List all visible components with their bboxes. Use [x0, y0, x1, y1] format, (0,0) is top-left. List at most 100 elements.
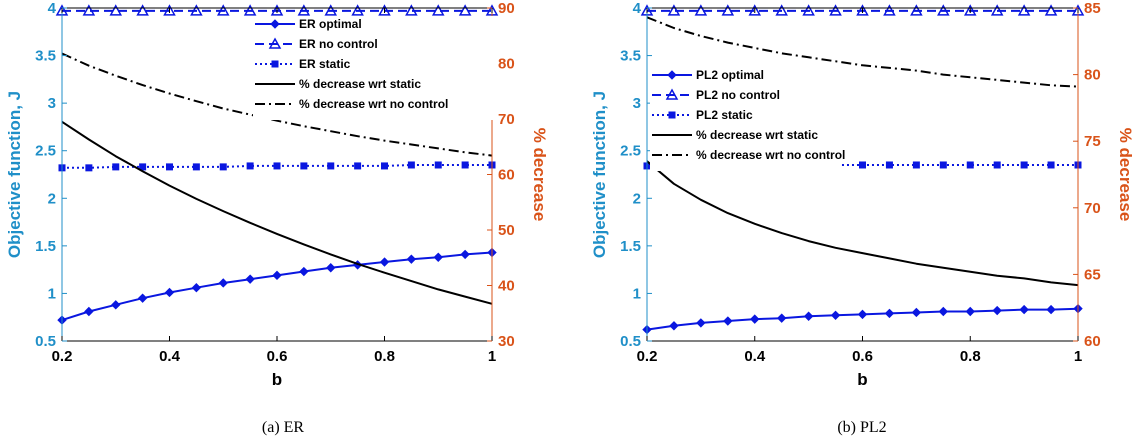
y-left-tick-label: 1.5 — [620, 238, 641, 255]
data-point — [137, 293, 148, 303]
data-point — [407, 161, 415, 169]
data-point — [750, 314, 760, 324]
data-point — [84, 306, 94, 317]
data-point — [458, 4, 472, 16]
series-line-4 — [646, 16, 1079, 88]
y-left-tick-label: 1 — [633, 285, 641, 302]
y-right-tick-label: 80 — [498, 56, 515, 73]
legend-label: % decrease wrt no control — [299, 97, 448, 111]
y-right-tick-label: 65 — [1084, 266, 1101, 283]
legend-label: ER static — [299, 57, 351, 71]
data-point — [192, 163, 200, 171]
legend-marker — [270, 19, 280, 29]
y-left-tick-label: 2 — [48, 190, 56, 207]
data-point — [723, 316, 733, 326]
data-point — [166, 163, 173, 171]
legend-marker — [668, 111, 676, 119]
y-right-axis-label: % decrease — [530, 128, 549, 222]
legend-label: % decrease wrt static — [299, 77, 421, 91]
data-point — [830, 310, 841, 321]
y-left-tick-label: 2.5 — [620, 143, 641, 160]
y-right-axis-label: % decrease — [1116, 128, 1135, 222]
data-point — [938, 306, 949, 317]
data-point — [748, 4, 762, 16]
data-point — [696, 318, 706, 328]
data-point — [272, 270, 282, 281]
series-line-3 — [61, 120, 493, 305]
legend-label: PL2 no control — [696, 88, 780, 102]
data-point — [381, 162, 388, 170]
data-point — [990, 4, 1004, 16]
data-point — [937, 4, 950, 16]
data-point — [1044, 4, 1058, 16]
legend-label: ER optimal — [299, 17, 362, 31]
data-point — [378, 4, 391, 16]
data-point — [803, 311, 814, 321]
x-tick-label: 0.6 — [267, 348, 288, 365]
y-left-tick-label: 3.5 — [620, 48, 641, 65]
data-point — [434, 161, 442, 169]
data-point — [136, 4, 149, 16]
y-right-tick-label: 60 — [1084, 333, 1101, 350]
data-point — [111, 300, 121, 310]
data-point — [243, 4, 257, 16]
data-point — [379, 257, 390, 267]
data-point — [273, 162, 281, 170]
data-point — [966, 161, 974, 169]
y-left-tick-label: 3 — [48, 95, 56, 112]
data-point — [139, 163, 147, 171]
data-point — [883, 4, 896, 16]
data-point — [324, 4, 338, 16]
x-tick-label: 0.4 — [744, 348, 766, 365]
data-point — [1017, 4, 1031, 16]
data-point — [297, 4, 311, 16]
x-tick-label: 0.2 — [52, 348, 73, 365]
legend-marker — [271, 60, 279, 68]
data-point — [856, 4, 869, 16]
y-left-tick-label: 3 — [633, 95, 641, 112]
data-point — [1019, 304, 1029, 315]
data-point — [461, 161, 469, 169]
data-point — [912, 161, 920, 169]
data-point — [965, 306, 975, 317]
data-point — [354, 162, 362, 170]
y-left-tick-label: 0.5 — [620, 333, 641, 350]
legend-marker — [667, 70, 677, 80]
data-point — [326, 263, 336, 273]
data-point — [219, 163, 227, 171]
data-point — [460, 249, 470, 260]
data-point — [112, 163, 120, 171]
data-point — [82, 4, 96, 16]
x-tick-label: 0.6 — [852, 348, 873, 365]
data-point — [216, 4, 230, 16]
y-right-tick-label: 90 — [498, 0, 515, 17]
plot-area — [647, 8, 1078, 341]
y-right-tick-label: 80 — [1084, 67, 1101, 84]
data-point — [667, 4, 681, 16]
y-right-tick-label: 70 — [1084, 200, 1101, 217]
y-left-tick-label: 1.5 — [35, 238, 56, 255]
y-left-tick-label: 1 — [48, 285, 56, 302]
data-point — [776, 313, 787, 323]
y-right-tick-label: 70 — [498, 111, 515, 128]
series-line-3 — [646, 160, 1079, 287]
data-point — [431, 4, 445, 16]
y-right-tick-label: 50 — [498, 222, 515, 239]
data-point — [1047, 161, 1055, 169]
y-left-tick-label: 2 — [633, 190, 641, 207]
y-left-axis-label: Objective function, J — [590, 91, 609, 258]
data-point — [884, 308, 895, 319]
data-point — [721, 4, 735, 16]
y-left-tick-label: 4 — [48, 0, 57, 17]
data-point — [433, 252, 443, 262]
x-axis-label: b — [272, 370, 282, 389]
legend-marker — [665, 88, 679, 100]
legend-label: ER no control — [299, 37, 378, 51]
data-point — [694, 4, 708, 16]
legend-label: PL2 static — [696, 108, 753, 122]
data-point — [163, 4, 176, 16]
legend-label: % decrease wrt no control — [696, 148, 845, 162]
data-point — [191, 283, 202, 293]
data-point — [246, 162, 254, 170]
data-point — [164, 287, 175, 298]
